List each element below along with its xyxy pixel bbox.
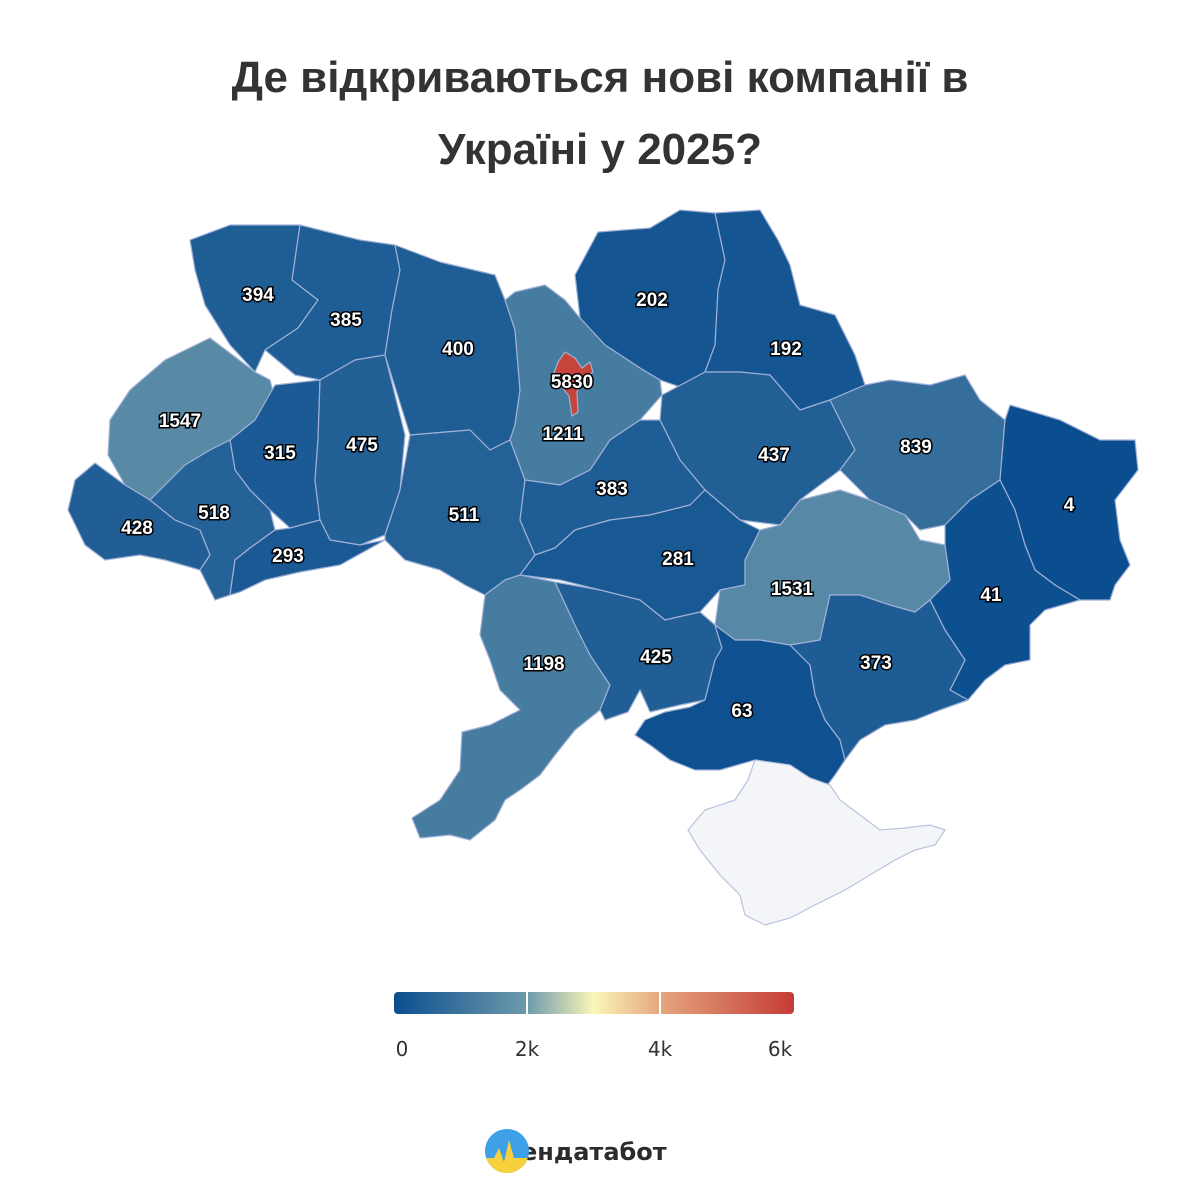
value-labels: 394 385 400 202 192 1547 315 475 5830 12… [120,284,1077,724]
value-label-poltava: 437 [758,445,790,466]
legend-tick-label: 6k [768,1037,793,1061]
value-label-luhansk: 4 [1064,495,1075,516]
value-label-lviv: 1547 [159,411,201,432]
value-label-kyiv-oblast: 1211 [542,424,584,445]
value-label-zaporizhzhia: 373 [860,653,892,674]
value-label-kharkiv: 839 [900,437,932,458]
legend-tick-label: 4k [648,1037,673,1061]
value-label-zakarpattia: 428 [121,518,153,539]
value-label-ternopil: 315 [264,443,296,464]
value-label-odesa: 1198 [523,654,564,675]
value-label-kherson: 63 [731,701,752,722]
page-title: Де відкриваються нові компанії в Україні… [100,42,1100,186]
value-label-donetsk: 41 [980,585,1002,606]
region-chernivtsi[interactable] [229,519,386,596]
color-legend: 0 2k 4k 6k [394,992,794,1061]
region-kyiv-city[interactable] [552,351,594,417]
legend-color-bar [394,992,794,1014]
brand: Опендатабот [484,1128,667,1176]
region-mykolaiv[interactable] [554,581,723,721]
value-label-rivne: 385 [330,310,362,331]
value-label-cherkasy: 383 [596,479,628,500]
value-label-vinnytsia: 511 [449,505,480,526]
opendatabot-logo-icon [485,1129,529,1173]
value-label-mykolaiv: 425 [640,647,672,668]
title-line-2: Україні у 2025? [438,125,762,174]
title-line-1: Де відкриваються нові компанії в [231,53,969,102]
value-label-chernihiv: 202 [636,290,668,311]
legend-tick-label: 0 [396,1037,409,1061]
region-khmelnytskyi[interactable] [314,354,406,546]
value-label-khmelnytskyi: 475 [346,435,378,456]
value-label-kyiv-city: 5830 [551,372,593,393]
value-label-sumy: 192 [770,339,802,360]
value-label-kirovohrad: 281 [662,549,694,570]
legend-tick-label: 2k [515,1037,540,1061]
value-label-volyn: 394 [242,285,274,306]
value-label-chernivtsi: 293 [272,546,304,567]
regions-layer [67,209,1139,841]
value-label-zhytomyr: 400 [442,339,474,360]
value-label-ivano-frankivsk: 518 [198,503,230,524]
value-label-dnipropetrovsk: 1531 [771,579,814,600]
crimea-area [687,759,946,926]
region-zaporizhzhia[interactable] [789,594,969,761]
